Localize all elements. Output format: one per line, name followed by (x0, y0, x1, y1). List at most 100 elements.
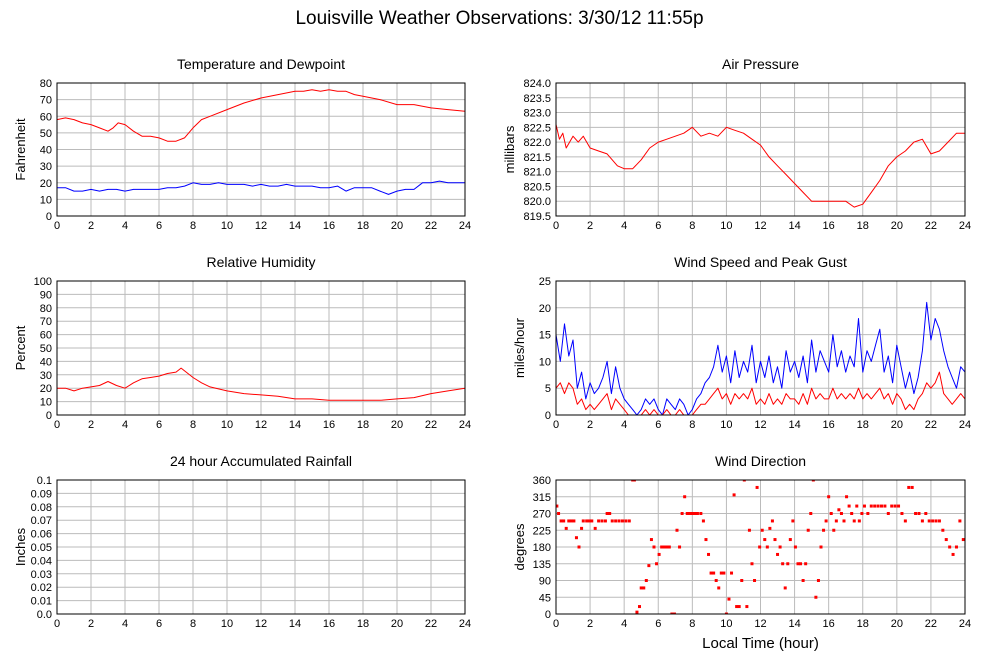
direction-point (605, 512, 609, 515)
pressure-y-axis-label: millibars (502, 125, 517, 173)
direction-point (714, 579, 718, 582)
temp-ytick-label: 0 (46, 211, 52, 223)
direction-point (910, 485, 914, 489)
direction-xtick-label: 24 (959, 618, 971, 630)
direction-point (562, 519, 566, 523)
direction-point (709, 571, 713, 575)
pressure-ytick-label: 822.5 (523, 122, 551, 134)
temp-ytick-label: 40 (40, 145, 52, 157)
direction-point (941, 528, 945, 532)
wind-chart-title: Wind Speed and Peak Gust (674, 254, 847, 270)
direction-point (644, 579, 648, 582)
direction-point (742, 480, 746, 482)
direction-point (883, 504, 887, 508)
direction-point (961, 538, 965, 542)
humidity-ytick-label: 70 (40, 316, 52, 328)
humidity-ytick-label: 50 (40, 343, 52, 355)
direction-ytick-label: 180 (533, 542, 551, 554)
rain-ytick-label: 0.1 (37, 475, 52, 487)
direction-point (732, 493, 736, 497)
direction-point (564, 526, 568, 530)
temp-ytick-label: 80 (40, 78, 52, 90)
direction-point (590, 519, 594, 523)
humidity-chart: 0 2 4 6 8 10 12 14 16 18 20 22 240102030405060708090… (13, 254, 471, 431)
direction-point (617, 519, 621, 523)
rain-chart-title: 24 hour Accumulated Rainfall (170, 453, 352, 469)
direction-point (649, 538, 653, 542)
direction-point (855, 504, 859, 508)
pressure-xtick-label: 22 (925, 220, 937, 232)
temp-chart: 0 2 4 6 8 10 12 14 16 18 20 22 2401020304050607080Te… (13, 56, 471, 232)
direction-point (804, 562, 808, 566)
direction-point (765, 545, 769, 549)
pressure-xtick-label: 18 (857, 220, 869, 232)
rain-xtick-label: 10 (221, 618, 233, 630)
direction-point (670, 612, 674, 614)
humidity-ytick-label: 0 (46, 410, 52, 422)
direction-point (632, 480, 636, 482)
pressure-chart: 0 2 4 6 8 10 12 14 16 18 20 22 24819.5820.0820.5821.… (502, 56, 971, 232)
direction-point (927, 519, 931, 523)
direction-ytick-label: 135 (533, 559, 551, 571)
direction-point (717, 586, 721, 590)
direction-xtick-label: 20 (891, 618, 903, 630)
direction-point (567, 519, 571, 523)
direction-point (944, 538, 948, 542)
direction-point (860, 512, 864, 515)
page-title: Louisville Weather Observations: 3/30/12… (295, 8, 704, 29)
direction-point (690, 512, 694, 515)
rain-ytick-label: 0.05 (31, 542, 52, 554)
temp-y-axis-label: Fahrenheit (13, 118, 28, 181)
direction-point (837, 508, 841, 512)
wind-xtick-label: 4 (621, 419, 627, 431)
direction-point (809, 512, 813, 515)
direction-point (776, 552, 780, 556)
direction-point (597, 519, 601, 523)
rain-xtick-label: 20 (391, 618, 403, 630)
direction-point (917, 512, 921, 515)
direction-point (580, 526, 584, 530)
wind-xtick-label: 22 (925, 419, 937, 431)
direction-point (876, 504, 880, 508)
direction-point (610, 519, 614, 523)
direction-point (845, 495, 849, 499)
direction-point (631, 480, 635, 482)
pressure-xtick-label: 20 (891, 220, 903, 232)
direction-point (735, 605, 739, 609)
direction-point (722, 571, 726, 575)
direction-point (827, 495, 831, 499)
direction-point (862, 504, 866, 508)
temp-xtick-label: 0 (54, 220, 60, 232)
direction-point (850, 512, 854, 515)
direction-point (730, 571, 734, 575)
temp-series-line-1 (57, 180, 465, 195)
direction-point (569, 519, 573, 523)
temp-ytick-label: 10 (40, 194, 52, 206)
direction-point (672, 612, 676, 614)
humidity-xtick-label: 18 (357, 419, 369, 431)
direction-xtick-label: 4 (621, 618, 627, 630)
direction-point (600, 519, 604, 523)
direction-point (773, 538, 777, 542)
direction-xtick-label: 18 (857, 618, 869, 630)
pressure-frame (555, 82, 966, 217)
rain-ytick-label: 0.09 (31, 488, 52, 500)
humidity-ytick-label: 90 (40, 289, 52, 301)
humidity-xtick-label: 2 (88, 419, 94, 431)
direction-point (699, 512, 703, 515)
rain-xtick-label: 2 (88, 618, 94, 630)
direction-point (724, 612, 728, 614)
humidity-xtick-label: 22 (425, 419, 437, 431)
rain-ytick-label: 0.07 (31, 515, 52, 527)
rain-xtick-label: 6 (156, 618, 162, 630)
direction-point (587, 519, 591, 523)
direction-point (819, 545, 823, 549)
direction-xtick-label: 8 (689, 618, 695, 630)
direction-xtick-label: 14 (788, 618, 800, 630)
humidity-xtick-label: 10 (221, 419, 233, 431)
humidity-xtick-label: 6 (156, 419, 162, 431)
direction-ytick-label: 225 (533, 525, 551, 537)
direction-point (852, 519, 856, 523)
